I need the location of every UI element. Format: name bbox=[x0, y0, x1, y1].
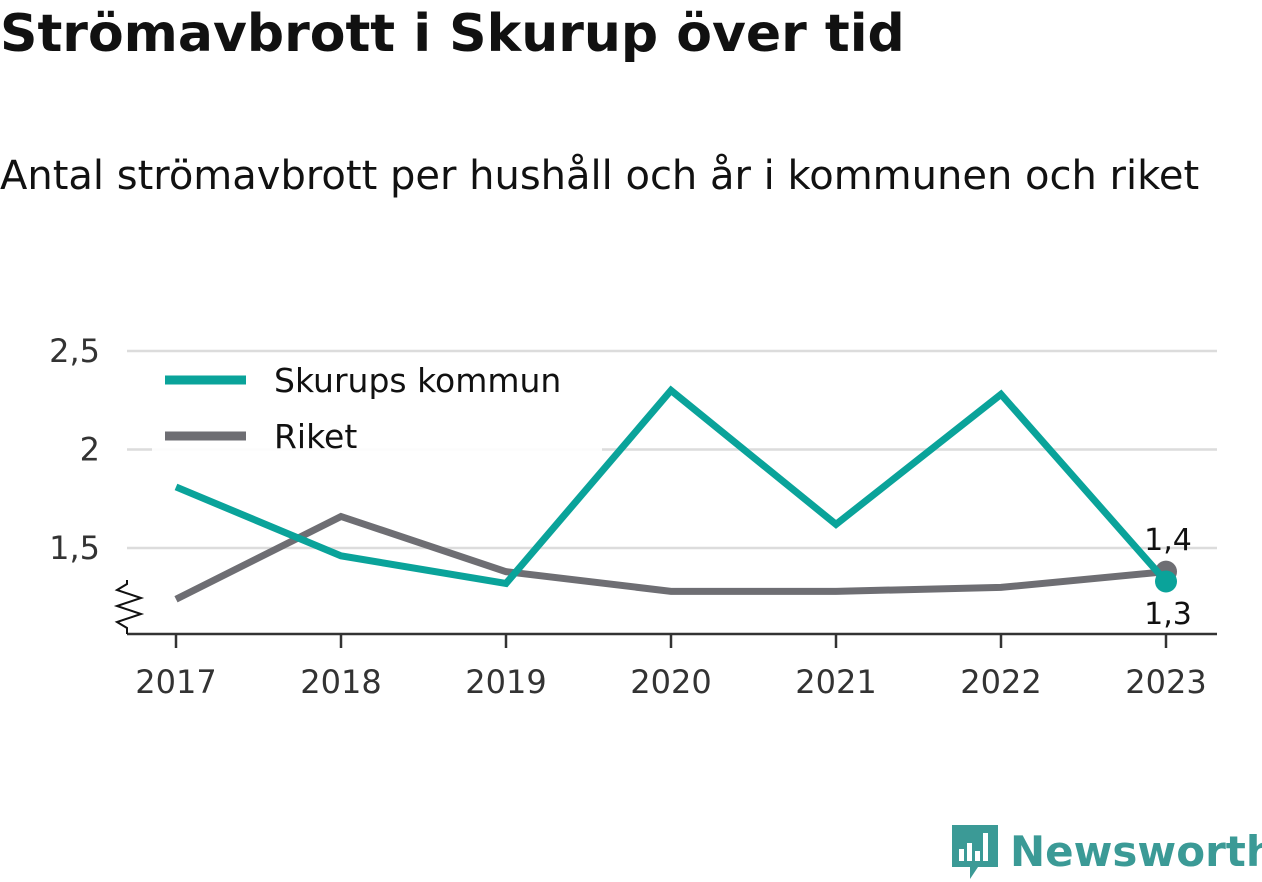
line-chart: 1,5 2 2,5 2017 2018 2019 2020 2021 2022 2023 Sku… bbox=[0, 300, 1262, 720]
brand-name: Newsworthy bbox=[1010, 827, 1262, 876]
y-tick-label: 2,5 bbox=[49, 332, 100, 370]
y-tick-label: 1,5 bbox=[49, 529, 100, 567]
bar-chart-speech-bubble-icon bbox=[950, 821, 1000, 881]
x-tick-label: 2019 bbox=[465, 663, 546, 701]
legend: Skurups kommun Riket bbox=[152, 354, 602, 464]
chart-title: Strömavbrott i Skurup över tid bbox=[0, 4, 905, 64]
x-tick-label: 2023 bbox=[1125, 663, 1206, 701]
end-label-riket: 1,4 bbox=[1144, 523, 1192, 558]
end-label-skurup: 1,3 bbox=[1144, 597, 1192, 632]
y-tick-label: 2 bbox=[80, 431, 100, 469]
x-tick-label: 2022 bbox=[960, 663, 1041, 701]
axis-break-mark bbox=[117, 580, 141, 634]
x-tick-label: 2018 bbox=[300, 663, 381, 701]
y-axis-ticks: 1,5 2 2,5 bbox=[49, 332, 100, 567]
legend-label: Skurups kommun bbox=[274, 361, 561, 400]
x-axis-ticks: 2017 2018 2019 2020 2021 2022 2023 bbox=[135, 634, 1206, 701]
series-line-1 bbox=[176, 516, 1166, 599]
x-tick-label: 2017 bbox=[135, 663, 216, 701]
x-tick-label: 2021 bbox=[795, 663, 876, 701]
legend-label: Riket bbox=[274, 417, 357, 456]
x-tick-label: 2020 bbox=[630, 663, 711, 701]
chart-subtitle: Antal strömavbrott per hushåll och år i … bbox=[0, 146, 1240, 206]
newsworthy-logo: Newsworthy bbox=[950, 820, 1262, 882]
data-point bbox=[1155, 570, 1177, 592]
